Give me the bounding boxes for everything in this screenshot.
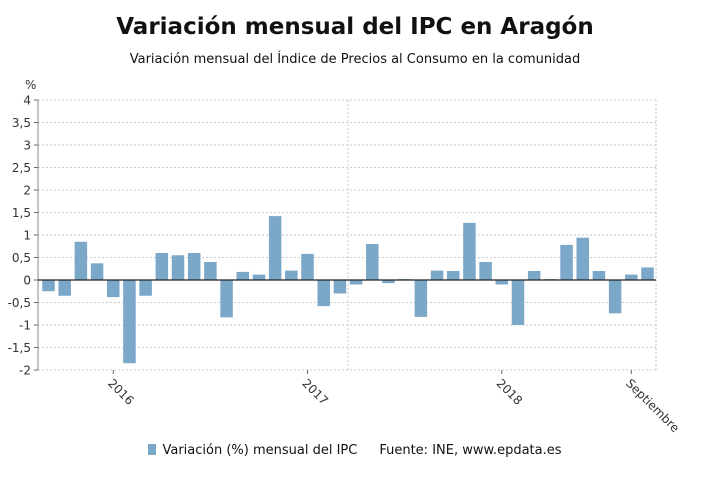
bar <box>366 244 379 280</box>
bar <box>252 274 266 280</box>
y-tick-label: 4 <box>23 94 31 108</box>
chart-title: Variación mensual del IPC en Aragón <box>116 14 594 40</box>
bar <box>74 241 88 280</box>
bar <box>187 253 201 280</box>
bar <box>171 255 185 280</box>
x-tick-label: 2017 <box>299 376 330 407</box>
bar <box>220 280 233 318</box>
bar <box>576 237 589 280</box>
y-tick-label: -1,5 <box>8 341 31 355</box>
x-tick-label: 2016 <box>105 376 136 407</box>
bar <box>479 262 492 280</box>
y-tick-label: -2 <box>19 364 31 378</box>
y-tick-label: 1,5 <box>12 206 31 220</box>
bar <box>107 280 120 298</box>
bar <box>58 280 71 296</box>
bar <box>527 271 541 280</box>
chart-subtitle: Variación mensual del Índice de Precios … <box>129 52 581 67</box>
bar <box>463 222 476 280</box>
y-tick-label: 0,5 <box>12 251 31 265</box>
y-tick-label: -1 <box>19 319 31 333</box>
legend-series-label: Variación (%) mensual del IPC <box>162 443 358 458</box>
bar <box>268 216 282 280</box>
bar <box>123 280 136 364</box>
bar <box>204 262 217 280</box>
bar <box>90 263 104 280</box>
bar <box>625 274 638 280</box>
y-tick-label: 2,5 <box>12 161 31 175</box>
axes <box>34 99 656 374</box>
grid <box>38 99 657 371</box>
bar <box>414 280 428 317</box>
y-tick-label: 1 <box>23 229 31 243</box>
y-axis-unit-label: % <box>25 78 36 92</box>
bar <box>430 270 444 280</box>
bar <box>608 280 622 314</box>
bar <box>285 270 298 280</box>
bar <box>42 280 55 292</box>
y-tick-label: 3,5 <box>12 116 31 130</box>
bar <box>495 280 509 285</box>
bar <box>139 280 152 296</box>
source-note: Fuente: INE, www.epdata.es <box>379 443 562 458</box>
bar <box>317 280 330 307</box>
legend: Variación (%) mensual del IPC Fuente: INE… <box>0 443 710 458</box>
bar <box>301 253 314 280</box>
bar <box>560 244 573 280</box>
y-tick-label: 2 <box>23 184 31 198</box>
bar <box>641 267 654 280</box>
y-tick-label: 0 <box>23 274 31 288</box>
bar <box>511 280 525 325</box>
x-tick-label: 2018 <box>494 376 525 407</box>
bar <box>236 271 250 280</box>
bar <box>382 280 395 284</box>
legend-swatch <box>148 444 157 455</box>
bar <box>349 280 363 285</box>
bar <box>333 280 347 294</box>
bar <box>155 253 169 280</box>
y-tick-label: -0,5 <box>8 296 31 310</box>
bars <box>42 216 654 364</box>
x-tick-label: Septiembre <box>623 376 682 435</box>
y-tick-label: 3 <box>23 139 31 153</box>
bar <box>446 271 460 280</box>
bar <box>592 271 606 280</box>
